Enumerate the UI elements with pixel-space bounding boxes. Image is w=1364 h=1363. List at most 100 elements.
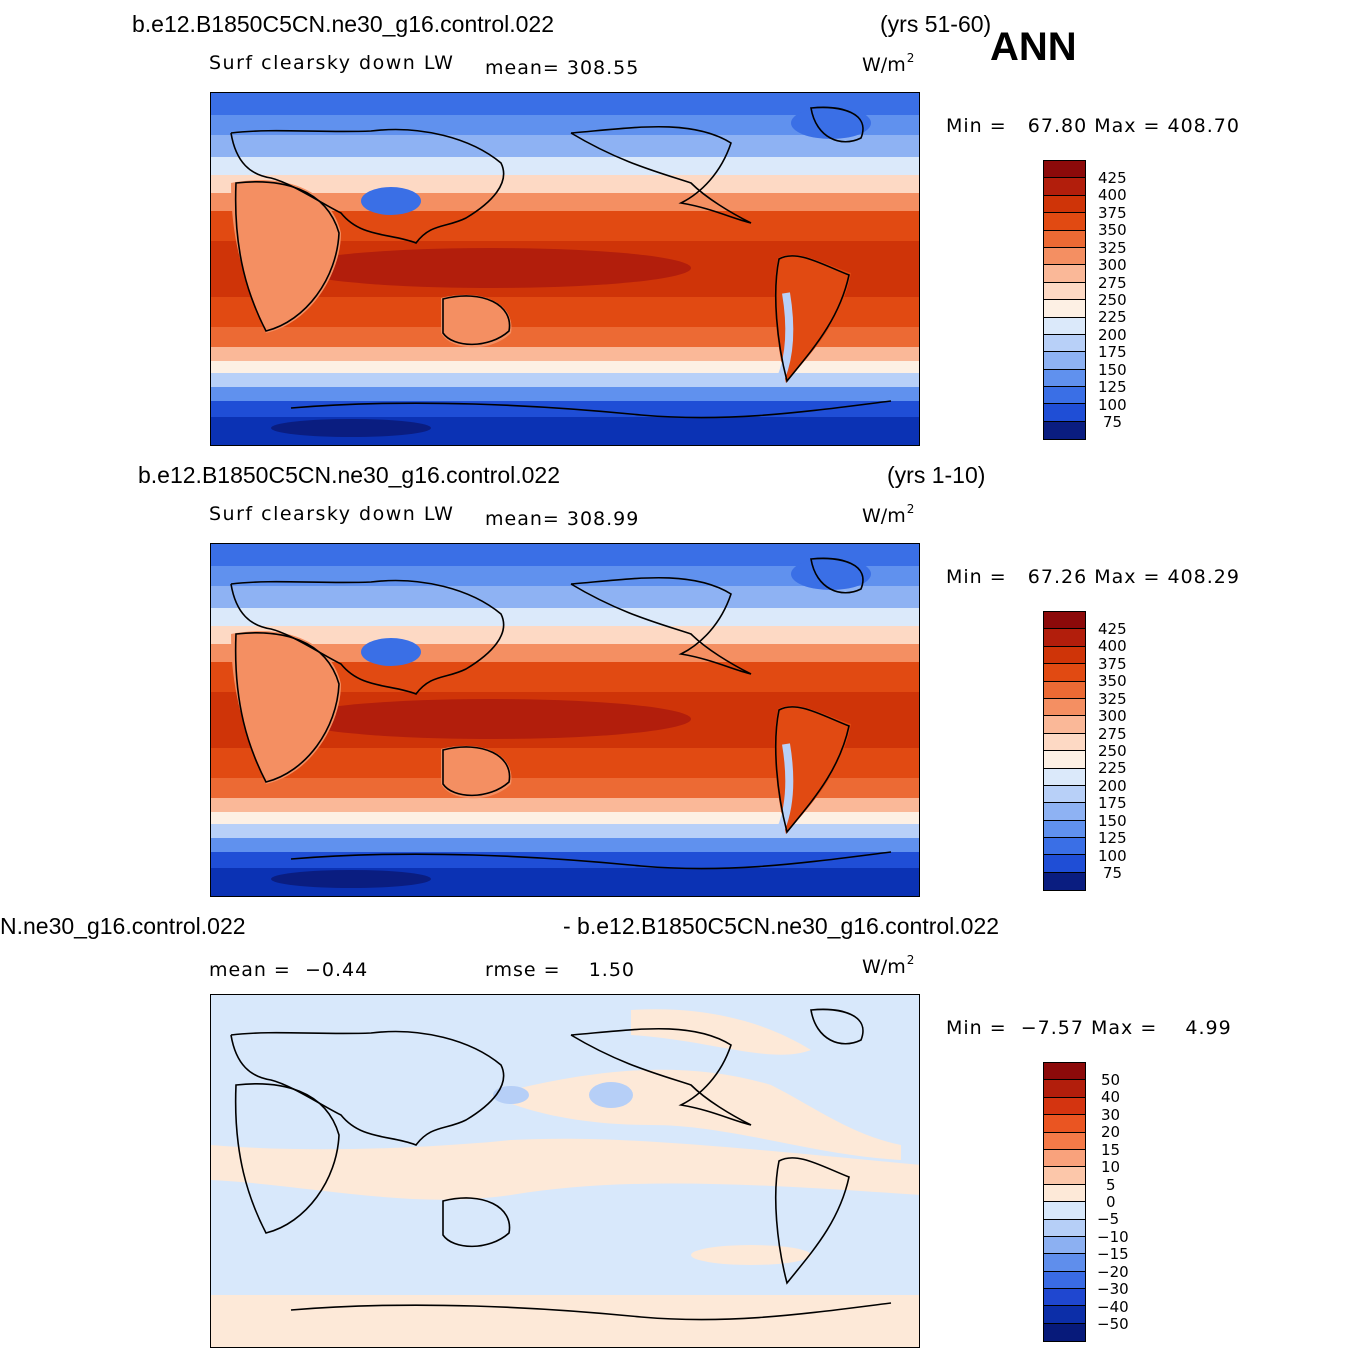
panel3-cb-label: 40 (1101, 1088, 1121, 1106)
panel2-variable: Surf clearsky down LW (209, 503, 455, 525)
panel1-mean-label: mean= (485, 57, 560, 79)
panel3-pos-patch (691, 1245, 811, 1265)
panel3-cb-label: −5 (1097, 1210, 1120, 1228)
panel1-band-n1 (211, 93, 919, 115)
panel2-cb-label: 175 (1098, 794, 1127, 812)
panel3-cb-label: 15 (1101, 1141, 1121, 1159)
panel2-coastlines (230, 557, 892, 870)
panel1-band-s3 (211, 347, 919, 361)
panel1-units-exp: 2 (906, 51, 915, 65)
panel1-coastlines (230, 106, 892, 419)
panel1-cb-label: 150 (1098, 361, 1127, 379)
panel2-australia (441, 745, 512, 799)
panel2-cb-label: 250 (1098, 742, 1127, 760)
panel3-cb-swatch (1044, 1271, 1085, 1290)
panel2-mean-value: 308.99 (566, 508, 640, 530)
panel3-cb-swatch (1044, 1115, 1085, 1133)
panel2-years: (yrs 1-10) (887, 462, 986, 488)
panel3-cb-label: 20 (1101, 1123, 1121, 1141)
panel1-cb-swatch (1044, 404, 1085, 422)
panel3-tropical-band (211, 1138, 919, 1200)
panel1-cb-label: 350 (1098, 221, 1127, 239)
panel1-band-s4 (211, 361, 919, 373)
panel2-cb-swatch (1044, 664, 1085, 682)
panel2-cb-swatch (1044, 612, 1085, 630)
panel3-mean: mean = −0.44 (209, 961, 368, 980)
panel3-neg-patch-2 (493, 1086, 529, 1104)
panel1-cb-swatch (1044, 282, 1085, 301)
panel3-colorbar (1043, 1062, 1086, 1343)
panel2-greenland (791, 558, 871, 590)
panel1-variable: Surf clearsky down LW (209, 52, 455, 74)
panel2-tibet (361, 638, 421, 666)
panel1-cb-swatch (1044, 421, 1085, 440)
panel2-cb-label: 75 (1103, 864, 1123, 882)
panel3-cb-label: 5 (1106, 1176, 1116, 1194)
panel2-cb-label: 100 (1098, 847, 1127, 865)
panel1-cb-swatch (1044, 300, 1085, 318)
panel3-field-svg (211, 995, 919, 1347)
panel3-coastlines (230, 1008, 892, 1321)
panel1-map (210, 92, 920, 446)
panel2-case-title: b.e12.B1850C5CN.ne30_g16.control.022 (138, 462, 560, 488)
panel3-cb-label: −30 (1097, 1280, 1129, 1298)
panel3-arctic-patch (631, 1009, 811, 1055)
panel1-cb-swatch (1044, 369, 1085, 388)
panel2-cb-swatch (1044, 733, 1085, 752)
panel2-band-n5 (211, 626, 919, 644)
panel2-antarctic-min (271, 870, 431, 888)
panel2-field-svg (211, 544, 919, 896)
panel3-mean-label: mean = (209, 959, 291, 981)
panel3-cb-swatch (1044, 1306, 1085, 1324)
panel2-mean: mean= 308.99 (485, 510, 639, 529)
panel2-warm-pool (291, 699, 691, 739)
panel3-cb-label: −15 (1097, 1245, 1129, 1263)
panel3-cb-swatch (1044, 1097, 1085, 1116)
panel3-cb-swatch (1044, 1080, 1085, 1098)
panel3-minmax: Min = −7.57 Max = 4.99 (946, 1017, 1232, 1039)
panel3-cb-swatch (1044, 1236, 1085, 1255)
season-label: ANN (990, 25, 1077, 69)
panel2-colorbar (1043, 611, 1086, 892)
panel2-cb-label: 150 (1098, 812, 1127, 830)
panel1-band-n5 (211, 175, 919, 193)
panel2-units-exp: 2 (906, 502, 915, 516)
panel1-cb-label: 300 (1098, 256, 1127, 274)
panel3-map (210, 994, 920, 1348)
panel2-band-s5 (211, 824, 919, 838)
panel3-cb-swatch (1044, 1289, 1085, 1307)
panel3-title-left: N.ne30_g16.control.022 (0, 913, 246, 939)
panel1-units: W/m2 (862, 52, 914, 75)
panel3-rmse: rmse = 1.50 (485, 961, 635, 980)
panel1-greenland (791, 107, 871, 139)
panel2-cb-swatch (1044, 803, 1085, 821)
panel1-cb-label: 425 (1098, 169, 1127, 187)
panel1-cb-label: 225 (1098, 308, 1127, 326)
panel1-cb-label: 125 (1098, 378, 1127, 396)
panel2-cb-swatch (1044, 716, 1085, 734)
panel1-mean-value: 308.55 (566, 57, 640, 79)
panel2-cb-label: 300 (1098, 707, 1127, 725)
panel3-units-base: W/m (862, 956, 906, 978)
panel1-cb-label: 200 (1098, 326, 1127, 344)
panel1-cb-swatch (1044, 161, 1085, 179)
panel2-cb-label: 425 (1098, 620, 1127, 638)
panel3-cb-label: −10 (1097, 1228, 1129, 1246)
panel1-south-america (774, 254, 851, 383)
panel2-cb-swatch (1044, 751, 1085, 769)
panel3-cb-label: −20 (1097, 1263, 1129, 1281)
panel1-cb-label: 175 (1098, 343, 1127, 361)
panel1-cb-label: 100 (1098, 396, 1127, 414)
panel3-units: W/m2 (862, 954, 914, 977)
panel2-map (210, 543, 920, 897)
panel3-neg-patch (589, 1082, 633, 1108)
panel1-colorbar (1043, 160, 1086, 441)
panel2-cb-swatch (1044, 629, 1085, 647)
panel1-cb-swatch (1044, 352, 1085, 370)
panel1-cb-label: 75 (1103, 413, 1123, 431)
panel1-warm-pool (291, 248, 691, 288)
panel1-years: (yrs 51-60) (880, 11, 992, 37)
panel1-field-svg (211, 93, 919, 445)
panel3-rmse-label: rmse = (485, 959, 561, 981)
panel1-antarctic-min (271, 419, 431, 437)
